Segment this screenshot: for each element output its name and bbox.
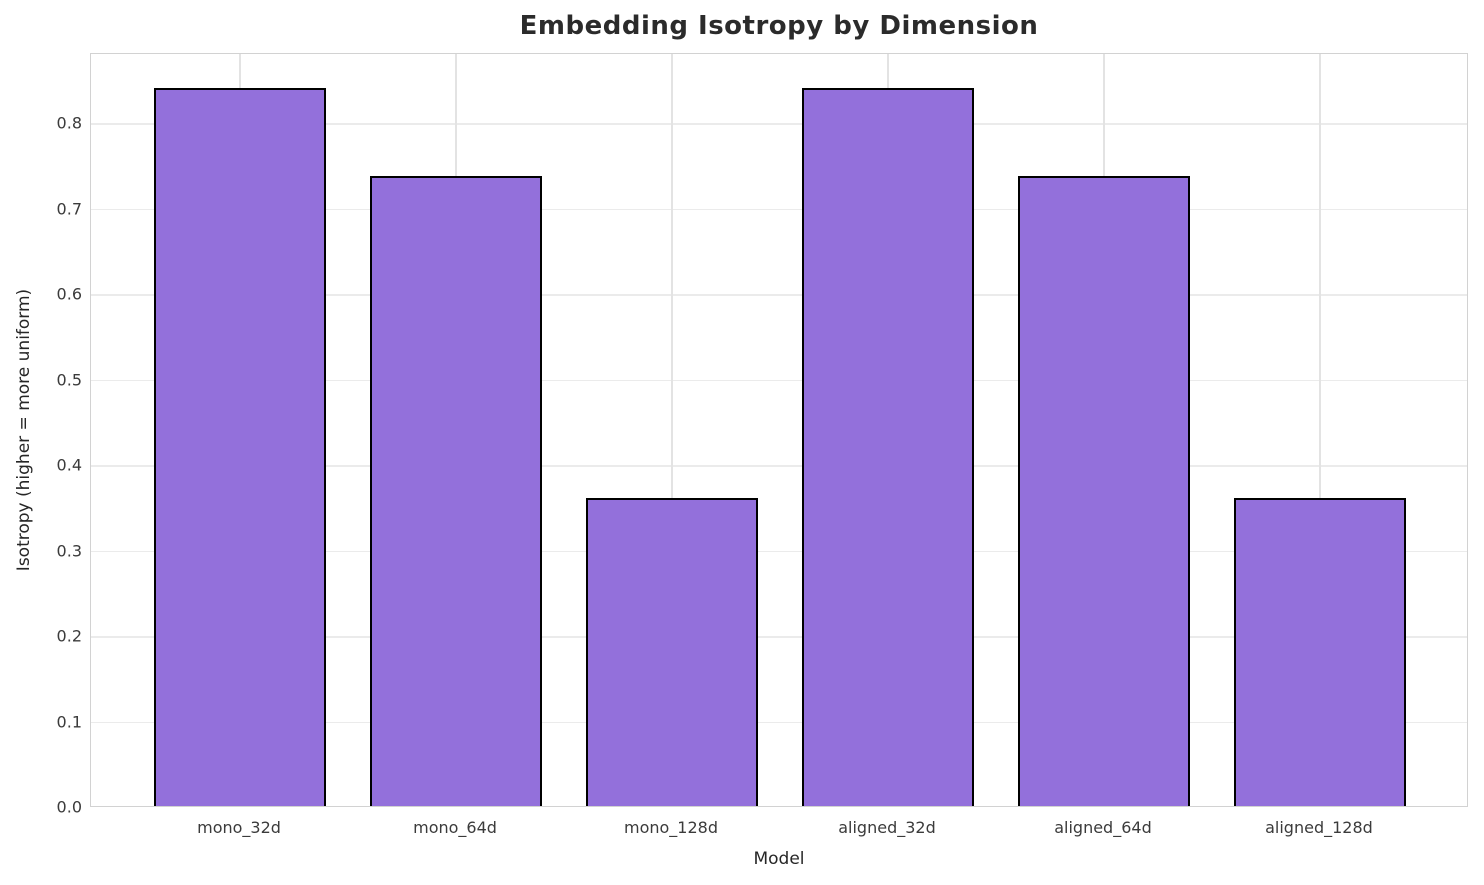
chart-title: Embedding Isotropy by Dimension xyxy=(519,11,1039,41)
ytick-label-0.8: 0.8 xyxy=(56,113,82,133)
h-gridline-0.2 xyxy=(91,636,1467,638)
xtick-label-aligned_32d: aligned_32d xyxy=(838,818,936,837)
ytick-label-0.5: 0.5 xyxy=(56,370,82,390)
x-axis-label: Model xyxy=(753,849,805,869)
ytick-label-0.3: 0.3 xyxy=(56,541,82,561)
bar-aligned_128d xyxy=(1233,498,1407,806)
xtick-label-mono_64d: mono_64d xyxy=(413,818,497,837)
ytick-label-0.6: 0.6 xyxy=(56,284,82,304)
bar-mono_64d xyxy=(369,175,543,806)
ytick-label-0.4: 0.4 xyxy=(56,455,82,475)
xtick-label-mono_128d: mono_128d xyxy=(624,818,718,837)
xtick-label-mono_32d: mono_32d xyxy=(197,818,281,837)
h-gridline-0.8 xyxy=(91,123,1467,125)
y-axis-label: Isotropy (higher = more uniform) xyxy=(14,288,34,572)
xtick-label-aligned_64d: aligned_64d xyxy=(1054,818,1152,837)
h-gridline-0.7 xyxy=(91,208,1467,211)
h-gridline-0.5 xyxy=(91,379,1467,382)
bar-mono_128d xyxy=(585,498,759,806)
h-gridline-0.3 xyxy=(91,550,1467,553)
bar-aligned_32d xyxy=(801,87,975,806)
plot-area xyxy=(90,53,1468,807)
ytick-label-0.2: 0.2 xyxy=(56,626,82,646)
v-gridline-aligned_128d xyxy=(1319,54,1321,806)
bar-aligned_64d xyxy=(1017,175,1191,806)
h-gridline-0.1 xyxy=(91,721,1467,724)
h-gridline-0.4 xyxy=(91,465,1467,467)
v-gridline-mono_128d xyxy=(671,54,673,806)
bar-mono_32d xyxy=(153,87,327,806)
ytick-label-0.7: 0.7 xyxy=(56,199,82,219)
h-gridline-0.6 xyxy=(91,294,1467,296)
xtick-label-aligned_128d: aligned_128d xyxy=(1265,818,1373,837)
ytick-label-0.1: 0.1 xyxy=(56,712,82,731)
ytick-label-0.0: 0.0 xyxy=(56,797,82,817)
